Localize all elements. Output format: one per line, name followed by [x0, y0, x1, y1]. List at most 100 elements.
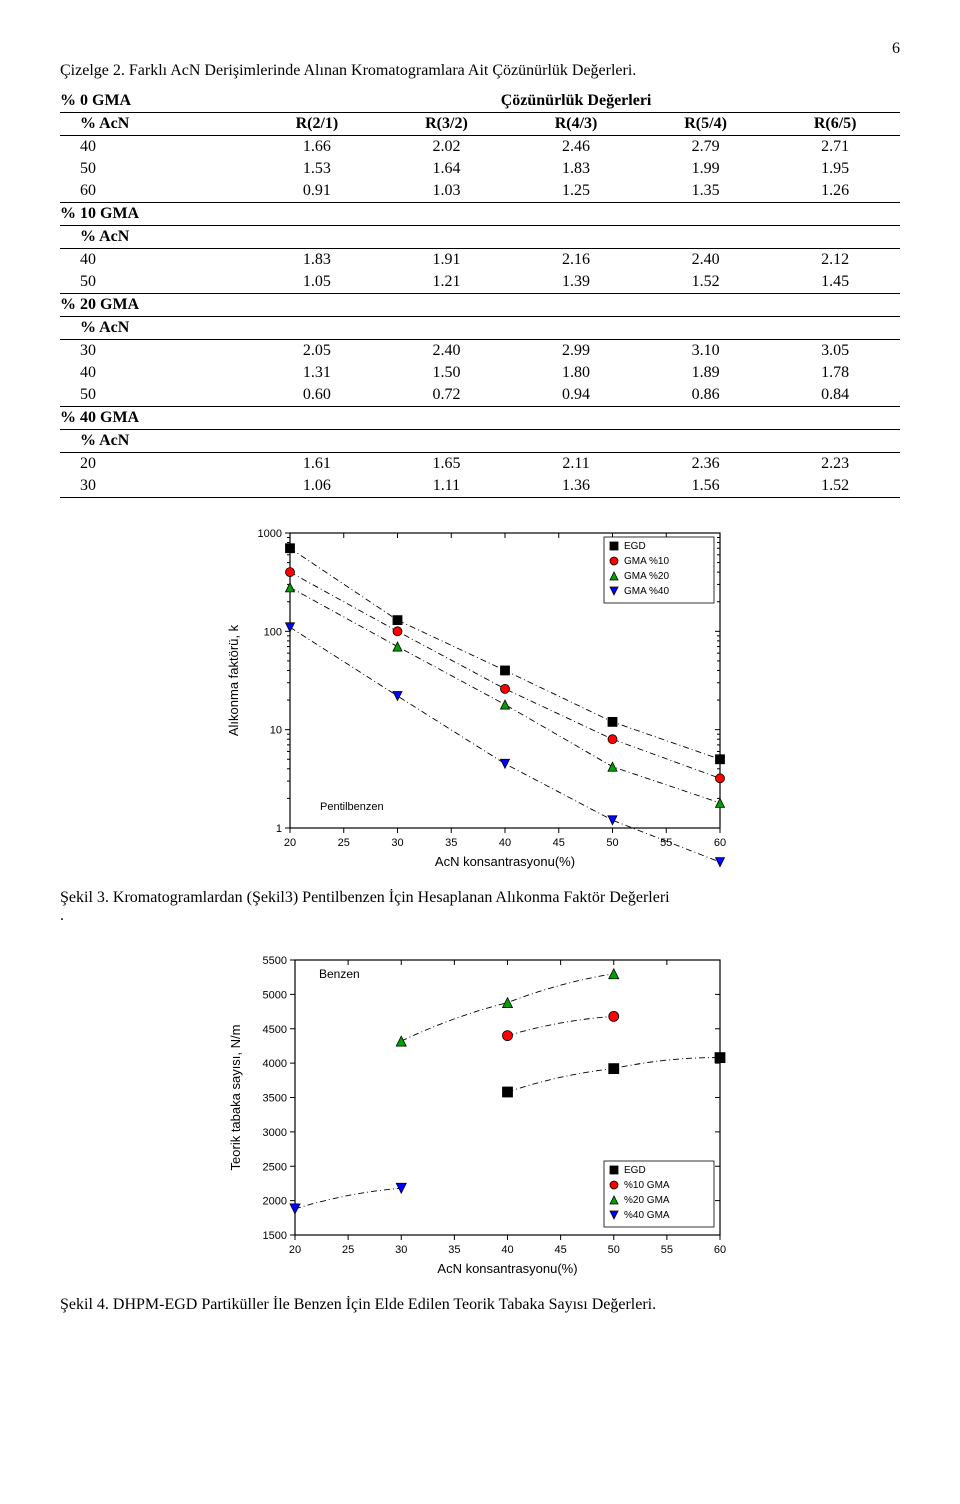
col-header: R(3/2) [382, 113, 512, 136]
col-header: R(6/5) [770, 113, 900, 136]
table-cell: 3.05 [770, 340, 900, 363]
table-cell: 50 [60, 384, 252, 407]
table-cell: 1.91 [382, 249, 512, 272]
svg-text:45: 45 [553, 837, 565, 849]
table-supertitle: Çözünürlük Değerleri [252, 90, 900, 113]
table-cell: 40 [60, 136, 252, 159]
svg-text:Pentilbenzen: Pentilbenzen [320, 801, 384, 813]
table-cell: 2.71 [770, 136, 900, 159]
svg-text:40: 40 [501, 1244, 513, 1256]
table-cell: 1.31 [252, 362, 382, 384]
svg-text:1500: 1500 [263, 1230, 287, 1242]
table-cell: 1.83 [511, 158, 641, 180]
svg-text:30: 30 [395, 1244, 407, 1256]
svg-text:35: 35 [448, 1244, 460, 1256]
svg-text:30: 30 [391, 837, 403, 849]
svg-text:Alıkonma faktörü, k: Alıkonma faktörü, k [226, 624, 241, 736]
col-header: R(4/3) [511, 113, 641, 136]
svg-text:EGD: EGD [624, 541, 646, 552]
table-cell: 1.25 [511, 180, 641, 203]
fig3-caption: Şekil 3. Kromatogramlardan (Şekil3) Pent… [60, 889, 900, 925]
table-cell: 1.36 [511, 475, 641, 498]
table-cell: 0.84 [770, 384, 900, 407]
svg-text:25: 25 [338, 837, 350, 849]
table-cell: 1.83 [252, 249, 382, 272]
table-cell: 0.91 [252, 180, 382, 203]
section-label: % 40 GMA [60, 407, 900, 430]
table-cell: 1.53 [252, 158, 382, 180]
section-label: % 0 GMA [60, 90, 252, 113]
svg-text:5500: 5500 [263, 955, 287, 967]
table-cell: 2.79 [641, 136, 771, 159]
section-label: % 10 GMA [60, 203, 900, 226]
table-cell: 1.05 [252, 271, 382, 294]
col-header: R(5/4) [641, 113, 771, 136]
svg-text:AcN konsantrasyonu(%): AcN konsantrasyonu(%) [437, 1261, 577, 1276]
table-cell: 2.02 [382, 136, 512, 159]
svg-text:%10 GMA: %10 GMA [624, 1180, 670, 1191]
svg-text:40: 40 [499, 837, 511, 849]
table-cell: 1.52 [770, 475, 900, 498]
svg-text:3000: 3000 [263, 1127, 287, 1139]
table-cell: 50 [60, 158, 252, 180]
table-cell: 1.45 [770, 271, 900, 294]
table-caption: Çizelge 2. Farklı AcN Derişimlerinde Alı… [60, 62, 900, 80]
table-cell: 1.65 [382, 453, 512, 476]
chart1-container: 2025303540455055601101001000AcN konsantr… [60, 518, 900, 883]
table-cell: 0.72 [382, 384, 512, 407]
table-cell: 1.03 [382, 180, 512, 203]
table-cell: 1.39 [511, 271, 641, 294]
svg-text:1: 1 [276, 823, 282, 835]
fig4-caption: Şekil 4. DHPM-EGD Partiküller İle Benzen… [60, 1296, 900, 1314]
page-number: 6 [60, 40, 900, 58]
svg-text:5000: 5000 [263, 989, 287, 1001]
table-cell: 1.26 [770, 180, 900, 203]
svg-text:Teorik tabaka sayısı, N/m: Teorik tabaka sayısı, N/m [228, 1025, 243, 1171]
sublabel: % AcN [60, 317, 900, 340]
table-cell: 1.64 [382, 158, 512, 180]
table-cell: 1.21 [382, 271, 512, 294]
table-cell: 2.46 [511, 136, 641, 159]
table-cell: 2.05 [252, 340, 382, 363]
svg-text:50: 50 [608, 1244, 620, 1256]
table-cell: 3.10 [641, 340, 771, 363]
svg-text:35: 35 [445, 837, 457, 849]
svg-text:Benzen: Benzen [319, 967, 360, 981]
table-cell: 1.06 [252, 475, 382, 498]
table-cell: 2.23 [770, 453, 900, 476]
svg-text:45: 45 [555, 1244, 567, 1256]
svg-text:2000: 2000 [263, 1196, 287, 1208]
table-cell: 1.66 [252, 136, 382, 159]
resolution-table: % 0 GMAÇözünürlük Değerleri% AcNR(2/1)R(… [60, 90, 900, 498]
table-cell: 0.60 [252, 384, 382, 407]
svg-text:60: 60 [714, 837, 726, 849]
col-header: % AcN [60, 113, 252, 136]
chart2-container: 2025303540455055601500200025003000350040… [60, 945, 900, 1290]
table-cell: 2.36 [641, 453, 771, 476]
svg-text:GMA %20: GMA %20 [624, 571, 669, 582]
table-cell: 20 [60, 453, 252, 476]
table-cell: 2.40 [382, 340, 512, 363]
retention-factor-chart: 2025303540455055601101001000AcN konsantr… [220, 518, 740, 878]
svg-text:20: 20 [289, 1244, 301, 1256]
table-cell: 2.16 [511, 249, 641, 272]
table-cell: 1.50 [382, 362, 512, 384]
table-cell: 1.56 [641, 475, 771, 498]
svg-text:2500: 2500 [263, 1161, 287, 1173]
svg-text:1000: 1000 [258, 528, 282, 540]
table-cell: 1.89 [641, 362, 771, 384]
svg-text:3500: 3500 [263, 1093, 287, 1105]
svg-text:50: 50 [606, 837, 618, 849]
table-cell: 40 [60, 362, 252, 384]
table-cell: 30 [60, 475, 252, 498]
svg-text:AcN konsantrasyonu(%): AcN konsantrasyonu(%) [435, 854, 575, 869]
svg-text:55: 55 [661, 1244, 673, 1256]
sublabel: % AcN [60, 226, 900, 249]
svg-text:20: 20 [284, 837, 296, 849]
svg-text:100: 100 [264, 626, 282, 638]
table-cell: 1.52 [641, 271, 771, 294]
table-cell: 1.61 [252, 453, 382, 476]
table-cell: 1.11 [382, 475, 512, 498]
table-cell: 2.40 [641, 249, 771, 272]
svg-text:10: 10 [270, 725, 282, 737]
